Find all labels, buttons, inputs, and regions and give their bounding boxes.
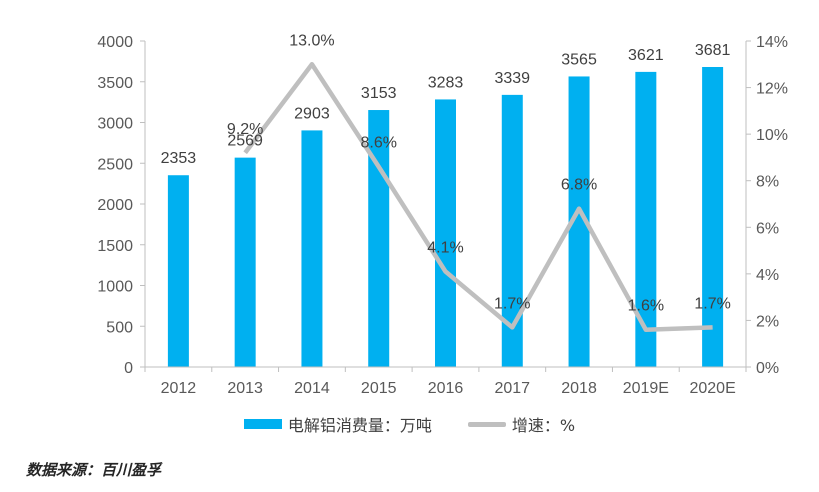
line-data-label: 6.8%	[561, 177, 597, 194]
x-tick-label: 2017	[494, 380, 530, 397]
bar-data-label: 2353	[161, 150, 197, 167]
bar-data-label: 3153	[361, 85, 397, 102]
left-tick-label: 2500	[97, 156, 133, 173]
x-tick-label: 2014	[294, 380, 330, 397]
bar	[635, 72, 656, 367]
legend: 电解铝消费量：万吨 增速：%	[0, 412, 819, 436]
right-tick-label: 6%	[756, 220, 779, 237]
line-data-label: 13.0%	[289, 32, 334, 49]
right-tick-label: 4%	[756, 267, 779, 284]
legend-line-label: 增速：%	[512, 412, 575, 436]
left-tick-label: 2000	[97, 197, 133, 214]
bar-data-label: 2903	[294, 105, 330, 122]
line-data-label: 8.6%	[360, 135, 396, 152]
line-data-label: 9.2%	[227, 121, 263, 138]
x-tick-label: 2012	[161, 380, 197, 397]
bar-data-label: 3681	[695, 42, 731, 59]
x-tick-label: 2013	[227, 380, 263, 397]
bar	[168, 175, 189, 367]
bar	[702, 67, 723, 367]
legend-line-swatch	[468, 422, 506, 427]
bar-data-label: 3339	[494, 70, 530, 87]
left-tick-label: 0	[124, 360, 133, 377]
line-data-label: 4.1%	[427, 240, 463, 257]
legend-bar-label: 电解铝消费量：万吨	[288, 412, 432, 436]
x-tick-label: 2015	[361, 380, 397, 397]
right-tick-label: 12%	[756, 81, 788, 98]
bar	[235, 158, 256, 367]
x-tick-label: 2019E	[623, 380, 669, 397]
line-data-label: 1.7%	[494, 295, 530, 312]
legend-item-line: 增速：%	[468, 412, 575, 436]
bar	[435, 99, 456, 367]
left-tick-label: 500	[106, 319, 133, 336]
x-tick-label: 2018	[561, 380, 597, 397]
right-tick-label: 0%	[756, 360, 779, 377]
x-tick-label: 2020E	[689, 380, 735, 397]
legend-item-bar: 电解铝消费量：万吨	[244, 412, 432, 436]
x-tick-label: 2016	[428, 380, 464, 397]
bar-data-label: 3621	[628, 47, 664, 64]
right-tick-label: 14%	[756, 34, 788, 51]
left-tick-label: 3500	[97, 75, 133, 92]
line-data-label: 1.6%	[628, 298, 664, 315]
source-note: 数据来源：百川盈孚	[26, 459, 161, 480]
right-tick-label: 2%	[756, 313, 779, 330]
left-tick-label: 1000	[97, 279, 133, 296]
bar-data-label: 3565	[561, 51, 597, 68]
bar-data-label: 3283	[428, 74, 464, 91]
left-tick-label: 4000	[97, 34, 133, 51]
right-tick-label: 8%	[756, 174, 779, 191]
left-tick-label: 3000	[97, 116, 133, 133]
bar	[301, 130, 322, 367]
left-tick-label: 1500	[97, 238, 133, 255]
right-tick-label: 10%	[756, 127, 788, 144]
chart: 0 500 1000 1500 2000 2500 3000 3500 4000 0% 2% 4% 6%…	[0, 0, 819, 410]
line-data-label: 1.7%	[694, 295, 730, 312]
legend-bar-swatch	[244, 419, 282, 429]
